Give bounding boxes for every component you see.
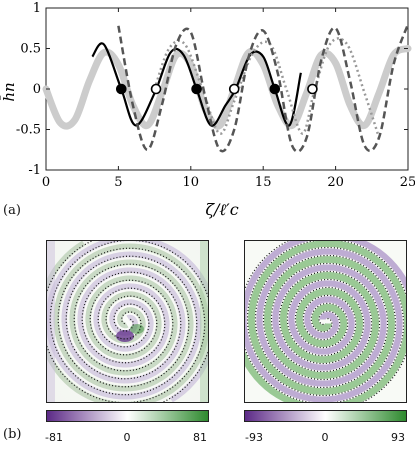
plot-border — [45, 7, 409, 171]
series-line-solid-black — [91, 42, 302, 127]
y-tick-label: -0.5 — [16, 123, 41, 138]
edge-band — [200, 241, 208, 402]
spiral-dotted-line — [245, 241, 406, 402]
colorbar-left-min: -81 — [45, 431, 63, 444]
colorbar-left-mid: 0 — [123, 431, 131, 444]
open-marker — [150, 83, 162, 95]
x-tick-label: 15 — [255, 175, 272, 190]
x-tick-label: 5 — [114, 175, 122, 190]
y-axis-label: h̄n — [0, 82, 18, 101]
x-tick-label: 20 — [327, 175, 344, 190]
filled-marker — [115, 83, 127, 95]
panel-a-label: (a) — [3, 203, 21, 218]
dotted-spiral-a — [245, 241, 405, 402]
open-marker — [228, 83, 240, 95]
spiral-dotted-line — [47, 241, 208, 402]
colorbar-right-max: 93 — [391, 431, 405, 444]
colorbar-right-mid: 0 — [321, 431, 329, 444]
open-marker — [307, 83, 318, 95]
green-band — [245, 241, 406, 402]
colorbar-right — [244, 410, 407, 422]
y-tick-label: 0.5 — [20, 42, 41, 57]
panel-b-label: (b) — [3, 427, 22, 442]
dotted-spiral-b — [49, 241, 208, 402]
spiral-heatmap-left — [46, 240, 209, 403]
filled-marker — [191, 83, 202, 95]
series-line-dashed-dark-gray — [117, 23, 410, 153]
series-line-thick-light-gray — [42, 45, 412, 130]
green-core — [130, 324, 144, 334]
green-band — [47, 241, 208, 402]
x-axis-label: ζ/ℓ′c — [205, 200, 238, 219]
purple-core — [116, 330, 134, 342]
heatmap-bands — [245, 241, 406, 402]
dotted-spiral-a — [47, 241, 206, 402]
tick-layer: 0 5 10 15 20 25 -1 -0.5 0 0.5 1 — [16, 1, 415, 190]
colorbar-left-max: 81 — [193, 431, 207, 444]
spiral-heatmap-right — [244, 240, 407, 403]
edge-band — [47, 241, 55, 402]
x-tick-label: 25 — [400, 175, 415, 190]
heatmap-bands — [47, 241, 208, 402]
purple-band — [245, 241, 406, 402]
purple-band — [47, 241, 208, 402]
dotted-spiral-b — [246, 241, 406, 402]
marker-layer — [115, 83, 318, 95]
x-tick-label: 0 — [42, 175, 50, 190]
filled-marker — [269, 83, 281, 95]
plot-frame — [45, 7, 409, 171]
colorbar-right-min: -93 — [245, 431, 263, 444]
line-chart: 0 5 10 15 20 25 -1 -0.5 0 0.5 1 ζ/ℓ′c h̄n — [0, 1, 415, 219]
x-tick-label: 10 — [183, 175, 200, 190]
y-tick-label: -1 — [28, 163, 41, 178]
series-layer — [42, 23, 412, 153]
y-tick-label: 1 — [33, 1, 41, 16]
y-tick-label: 0 — [33, 82, 41, 97]
colorbar-left — [46, 410, 209, 422]
